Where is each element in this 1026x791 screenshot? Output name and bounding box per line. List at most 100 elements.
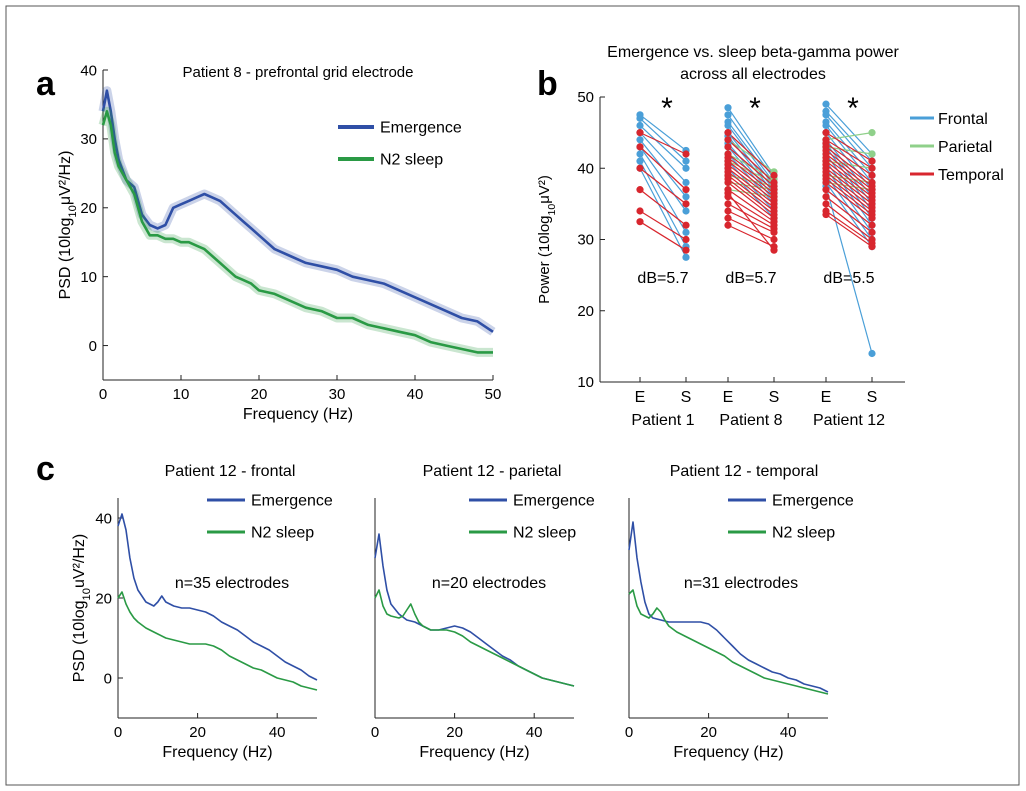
point-e-temporal (724, 207, 732, 215)
pair-line-frontal (727, 107, 775, 176)
point-e-temporal (822, 186, 830, 194)
point-s-temporal (682, 186, 690, 194)
group-label: Patient 1 (631, 412, 694, 429)
point-e-frontal (636, 157, 644, 165)
point-e-temporal (636, 207, 644, 215)
point-e-temporal (822, 200, 830, 208)
y-tick-label: 0 (89, 338, 97, 355)
pair-line-temporal (825, 157, 873, 194)
legend-label-n2sleep: N2 sleep (772, 525, 835, 542)
pair-line-frontal (639, 132, 687, 183)
point-e-frontal (822, 100, 830, 108)
legend-label-n2sleep: N2 sleep (513, 525, 576, 542)
y-tick-label: 20 (80, 200, 97, 217)
significance-star: * (847, 92, 859, 125)
x-tick-label: E (821, 389, 832, 406)
point-e-temporal (724, 178, 732, 187)
point-e-frontal (636, 121, 644, 130)
pair-line-temporal (727, 160, 775, 198)
x-tick-label: E (723, 389, 734, 406)
point-s-temporal (682, 200, 690, 208)
x-tick-label: 20 (251, 386, 268, 403)
pair-line-frontal (639, 114, 687, 151)
series-line-emergence (117, 513, 318, 681)
pair-line-temporal (727, 196, 775, 226)
x-tick-label: 0 (625, 724, 633, 741)
point-s-frontal (682, 164, 690, 172)
y-tick-label: 20 (95, 590, 112, 607)
point-s-temporal (770, 246, 778, 254)
db-annotation: dB=5.5 (823, 270, 874, 287)
pair-line-frontal (639, 167, 687, 258)
pair-line-temporal (727, 139, 775, 183)
pair-line-temporal (825, 153, 873, 191)
panel-annotation: n=20 electrodes (432, 575, 546, 592)
pair-line-temporal (825, 149, 873, 187)
pair-line-temporal (727, 167, 775, 205)
point-e-temporal (724, 129, 732, 137)
series-line-emergence (628, 521, 829, 693)
point-e-temporal (724, 200, 732, 208)
point-e-frontal (822, 111, 830, 119)
y-tick-label: 50 (577, 89, 594, 106)
x-tick-label: 0 (99, 386, 107, 403)
panel-c-temporal-chart: 0 20 40 Frequency (Hz) Patient 12 - temporal… (625, 463, 854, 761)
pair-line-temporal (727, 189, 775, 223)
pair-line-frontal (825, 103, 873, 155)
pair-line-temporal (727, 203, 775, 230)
point-e-temporal (822, 129, 830, 137)
x-tick-label: 20 (446, 724, 463, 741)
point-s-temporal (770, 235, 778, 244)
pair-line-temporal (825, 139, 873, 169)
y-tick-label: 30 (577, 232, 594, 249)
y-tick-label: 10 (80, 269, 97, 286)
point-s-frontal (682, 253, 690, 261)
point-e-temporal (636, 143, 644, 151)
point-e-temporal (724, 189, 732, 197)
point-e-temporal (724, 136, 732, 144)
pair-line-frontal (639, 125, 687, 169)
legend-label-emergence: Emergence (772, 493, 854, 510)
point-s-temporal (770, 171, 778, 179)
point-e-temporal (822, 193, 830, 201)
pair-line-temporal (639, 146, 687, 191)
panel-title: Patient 12 - frontal (165, 463, 296, 480)
x-tick-label: 40 (526, 724, 543, 741)
legend-label-emergence: Emergence (251, 493, 333, 510)
panel-c-letter: c (36, 450, 55, 488)
point-s-temporal (868, 243, 876, 251)
x-tick-label: S (681, 389, 692, 406)
x-tick-label: 10 (173, 386, 190, 403)
legend-label-parietal: Parietal (938, 139, 992, 156)
point-e-temporal (636, 218, 644, 226)
point-s-frontal (682, 178, 690, 187)
significance-star: * (749, 92, 761, 125)
point-e-frontal (822, 121, 830, 130)
panel-c-parietal-chart: 0 20 40 Frequency (Hz) Patient 12 - parietal… (371, 463, 595, 761)
pair-line-temporal (639, 210, 687, 241)
point-s-frontal (682, 228, 690, 236)
x-axis-label: Frequency (Hz) (673, 744, 783, 761)
pair-line-parietal (727, 139, 775, 173)
pair-line-temporal (727, 178, 775, 216)
point-s-temporal (868, 164, 876, 172)
y-axis-label: PSD (10log10μV²/Hz) (57, 151, 79, 300)
pair-line-temporal (825, 174, 873, 212)
pair-line-temporal (825, 203, 873, 240)
panel-annotation: n=35 electrodes (175, 575, 289, 592)
x-tick-label: 0 (114, 724, 122, 741)
x-tick-label: 20 (189, 724, 206, 741)
y-tick-label: 10 (577, 374, 594, 391)
pair-line-temporal (727, 157, 775, 194)
panel-title-line1: Emergence vs. sleep beta-gamma power (607, 44, 899, 61)
point-e-temporal (822, 210, 830, 219)
panel-title: Patient 12 - temporal (670, 463, 819, 480)
x-axis-label: Frequency (Hz) (243, 406, 353, 423)
point-s-frontal (682, 193, 690, 201)
point-e-frontal (636, 150, 644, 158)
series-line-n2sleep (628, 589, 829, 695)
pair-line-frontal (825, 114, 873, 169)
x-tick-label: 30 (329, 386, 346, 403)
y-tick-label: 20 (577, 303, 594, 320)
point-e-temporal (636, 186, 644, 194)
